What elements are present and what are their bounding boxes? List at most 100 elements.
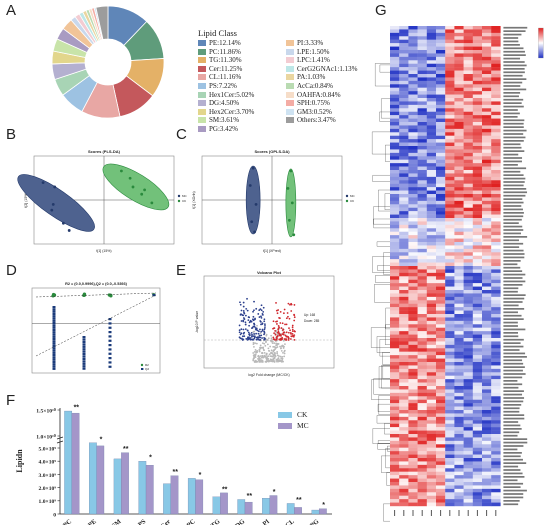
heatmap-cell (399, 427, 409, 431)
heatmap-cell (399, 310, 409, 315)
heatmap-cell (399, 53, 409, 58)
row-label (503, 284, 523, 286)
heatmap-cell (491, 218, 501, 222)
heatmap-cell (436, 471, 446, 476)
heatmap-cell (491, 320, 501, 325)
heatmap-cell (482, 46, 492, 51)
q2-point (52, 312, 56, 316)
heatmap-cell (472, 327, 483, 332)
heatmap-cell (482, 276, 492, 280)
heatmap-cell (445, 365, 455, 370)
heatmap-cell (454, 341, 464, 346)
row-label (503, 273, 526, 276)
heatmap-cell (436, 485, 446, 490)
heatmap-cell (472, 317, 483, 322)
heatmap-cell (417, 166, 427, 171)
pie-legend-item: Hex2Cer:3.70% (198, 108, 254, 116)
heatmap-cell (417, 464, 427, 469)
heatmap-cell (454, 142, 464, 147)
heatmap-cell (399, 272, 409, 277)
heatmap-cell (463, 32, 473, 37)
row-label (503, 122, 524, 125)
heatmap-cell (408, 29, 418, 34)
heatmap-cell (445, 108, 455, 112)
heatmap-cell (472, 475, 483, 479)
volcano-point (283, 350, 286, 353)
heatmap-cell (445, 118, 455, 123)
heatmap-cell (417, 87, 427, 92)
heatmap-cell (472, 70, 483, 75)
row-label (503, 47, 524, 50)
heatmap-cell (436, 94, 446, 99)
heatmap-cell (445, 269, 455, 274)
heatmap-cell (436, 255, 446, 260)
score-point (288, 218, 291, 222)
heatmap-cell (417, 499, 427, 503)
volcano-point-up (289, 329, 291, 332)
heatmap-cell (390, 495, 400, 500)
q2-point (52, 306, 56, 309)
heatmap-cell (482, 228, 492, 232)
heatmap-cell (390, 276, 400, 280)
heatmap-cell (417, 451, 427, 455)
heatmap-cell (482, 245, 492, 250)
heatmap-cell (390, 320, 400, 325)
heatmap-cell (408, 115, 418, 119)
heatmap-cell (463, 46, 473, 51)
heatmap-cell (426, 200, 437, 205)
row-label (503, 373, 526, 375)
heatmap-cell (454, 348, 464, 352)
volcano-point-down (253, 300, 255, 303)
heatmap-cell (463, 94, 473, 99)
heatmap-cell (472, 399, 483, 404)
volcano-point-down (246, 329, 249, 332)
heatmap-cell (436, 180, 446, 184)
heatmap-cell (482, 60, 492, 64)
row-label (503, 472, 523, 475)
heatmap-cell (463, 53, 473, 58)
heatmap-cell (408, 118, 418, 123)
heatmap-cell (445, 152, 455, 157)
heatmap-cell (408, 238, 418, 243)
heatmap-cell (472, 406, 483, 411)
heatmap-cell (399, 50, 409, 54)
volcano-point (258, 357, 261, 360)
row-label (503, 126, 524, 128)
group-ellipse (17, 174, 95, 232)
heatmap-cell (482, 327, 492, 332)
heatmap-cell (472, 324, 483, 328)
heatmap-cell (390, 310, 400, 315)
volcano-point (252, 341, 255, 344)
heatmap-cell (472, 303, 483, 308)
significance-mark: * (322, 502, 325, 509)
heatmap-cell (408, 152, 418, 157)
volcano-point-up (275, 336, 278, 338)
legend-label: TG:11.30% (209, 56, 242, 65)
heatmap-cell (445, 358, 455, 363)
heatmap-cell (491, 471, 501, 476)
heatmap-cell (454, 382, 464, 387)
heatmap-cell (472, 190, 483, 195)
heatmap-cell (472, 29, 483, 34)
legend-label: DG:4.50% (209, 99, 240, 108)
heatmap-cell (491, 46, 501, 51)
heatmap-cell (408, 375, 418, 380)
volcano-point-down (261, 322, 264, 325)
heatmap-cell (454, 416, 464, 421)
heatmap-cell (482, 252, 492, 256)
heatmap-cell (436, 290, 446, 294)
volcano-point-down (238, 331, 241, 334)
heatmap-cell (436, 492, 446, 496)
heatmap-cell (472, 331, 483, 335)
heatmap-cell (472, 310, 483, 315)
heatmap-cell (408, 183, 418, 188)
heatmap-cell (436, 427, 446, 431)
heatmap-cell (390, 269, 400, 274)
heatmap-cell (399, 355, 409, 359)
volcano-point-up (284, 323, 286, 326)
heatmap-cell (482, 279, 492, 284)
heatmap-cell (445, 128, 455, 133)
heatmap-cell (482, 372, 492, 376)
volcano-point-up (289, 338, 292, 340)
heatmap-cell (426, 447, 437, 452)
